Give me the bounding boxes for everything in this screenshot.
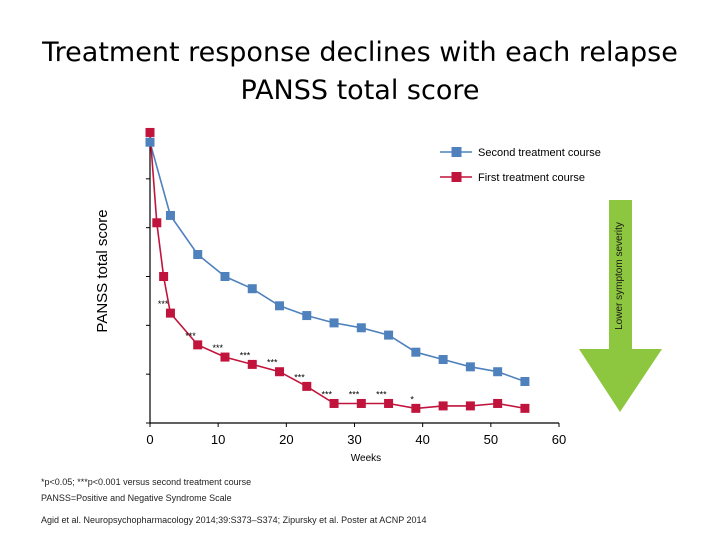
data-point (438, 401, 448, 411)
footnote-significance: *p<0.05; ***p<0.001 versus second treatm… (41, 477, 252, 487)
data-point (302, 381, 312, 391)
data-point (275, 367, 285, 377)
data-point (247, 284, 257, 294)
data-point (193, 340, 203, 350)
y-axis-title: PANSS total score (94, 209, 111, 332)
x-tick-label: 10 (211, 432, 225, 447)
data-point (520, 403, 530, 413)
footnote-abbreviation: PANSS=Positive and Negative Syndrome Sca… (41, 493, 232, 503)
chart-legend: Second treatment course First treatment c… (440, 147, 601, 184)
data-point (159, 272, 169, 281)
x-tick-label: 0 (146, 432, 153, 447)
significance-label: *** (376, 389, 387, 399)
arrow-label: Lower symptom severity (614, 222, 625, 330)
chart-axes: 0 10 20 30 40 50 60 Weeks PANSS total score (94, 129, 566, 464)
data-point (220, 272, 230, 281)
significance-label: *** (267, 358, 278, 368)
significance-label: *** (185, 331, 196, 341)
data-point (220, 352, 230, 362)
data-point (384, 330, 394, 340)
data-point (411, 347, 421, 357)
significance-label: * (410, 394, 414, 404)
slide-title: Treatment response declines with each re… (0, 34, 720, 110)
data-point (302, 311, 312, 321)
chart-data-points (145, 127, 530, 413)
footnote-references: Agid et al. Neuropsychopharmacology 2014… (41, 515, 427, 525)
legend-label: Second treatment course (478, 147, 601, 159)
data-point (520, 376, 530, 386)
data-point (193, 250, 203, 260)
data-point (356, 323, 366, 333)
x-tick-label: 50 (484, 432, 498, 447)
significance-labels: ********************* *** *** * (158, 299, 414, 404)
significance-label: *** (212, 343, 223, 353)
data-point (356, 398, 366, 408)
data-point (384, 398, 394, 408)
significance-label: *** (349, 389, 360, 399)
data-point (145, 137, 155, 147)
legend-swatch-marker (451, 147, 462, 157)
series-line-second-course (149, 141, 526, 383)
data-point (465, 362, 475, 372)
data-point (411, 403, 421, 413)
arrow-shape (579, 200, 662, 412)
slide-title-line-1: Treatment response declines with each re… (42, 37, 678, 68)
data-point (247, 359, 257, 369)
lower-severity-arrow: Lower symptom severity (579, 200, 662, 412)
data-point (493, 398, 503, 408)
data-point (438, 355, 448, 365)
significance-label: *** (294, 372, 305, 382)
x-tick-label: 40 (415, 432, 429, 447)
x-axis-title: Weeks (351, 453, 381, 464)
data-point (275, 301, 285, 311)
significance-label: *** (158, 299, 169, 309)
data-point (329, 398, 339, 408)
data-point (329, 318, 339, 328)
data-point (465, 401, 475, 411)
x-tick-label: 30 (347, 432, 361, 447)
x-tick-label: 20 (279, 432, 293, 447)
significance-label: *** (240, 350, 251, 360)
slide-title-line-2: PANSS total score (240, 75, 480, 106)
significance-label: *** (322, 389, 333, 399)
data-point (152, 218, 162, 228)
data-point (493, 367, 503, 377)
legend-swatch-marker (451, 172, 462, 182)
legend-label: First treatment course (478, 172, 585, 184)
x-tick-label: 60 (552, 432, 566, 447)
data-point (165, 210, 175, 220)
data-point (145, 127, 155, 137)
data-point (165, 308, 175, 318)
